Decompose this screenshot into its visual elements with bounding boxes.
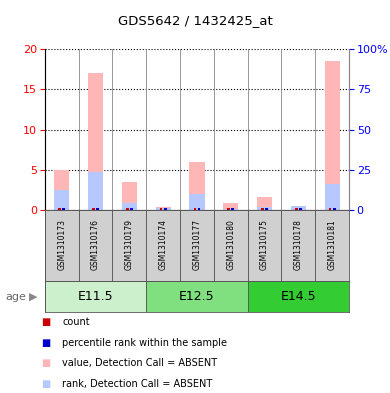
Text: ■: ■ (41, 317, 50, 327)
Text: GSM1310179: GSM1310179 (125, 219, 134, 270)
Bar (146, 210, 180, 281)
Text: GSM1310177: GSM1310177 (192, 219, 202, 270)
Bar (180, 210, 214, 281)
Text: E11.5: E11.5 (78, 290, 113, 303)
Bar (58, 208, 61, 210)
Bar (248, 210, 282, 281)
Bar (198, 208, 200, 210)
Text: ▶: ▶ (29, 292, 38, 302)
Text: ■: ■ (41, 358, 50, 368)
Bar (146, 281, 248, 312)
Bar (223, 203, 238, 210)
Text: GSM1310176: GSM1310176 (91, 219, 100, 270)
Bar (227, 208, 230, 210)
Text: E12.5: E12.5 (179, 290, 215, 303)
Text: GSM1310178: GSM1310178 (294, 219, 303, 270)
Text: value, Detection Call = ABSENT: value, Detection Call = ABSENT (62, 358, 218, 368)
Bar (282, 210, 315, 281)
Bar (96, 208, 99, 210)
Bar (315, 210, 349, 281)
Bar (160, 208, 163, 210)
Text: ■: ■ (41, 338, 50, 348)
Text: age: age (6, 292, 27, 302)
Bar (257, 207, 272, 210)
Text: GDS5642 / 1432425_at: GDS5642 / 1432425_at (118, 14, 272, 27)
Text: GSM1310180: GSM1310180 (226, 219, 235, 270)
Bar (299, 208, 302, 210)
Bar (223, 209, 238, 210)
Bar (54, 170, 69, 210)
Text: E14.5: E14.5 (280, 290, 316, 303)
Bar (122, 203, 137, 210)
Text: ■: ■ (41, 378, 50, 389)
Text: GSM1310175: GSM1310175 (260, 219, 269, 270)
Bar (257, 197, 272, 210)
Bar (156, 207, 171, 210)
Bar (164, 208, 167, 210)
Bar (329, 208, 332, 210)
Text: percentile rank within the sample: percentile rank within the sample (62, 338, 227, 348)
Bar (45, 210, 79, 281)
Bar (189, 194, 204, 210)
Text: GSM1310181: GSM1310181 (328, 219, 337, 270)
Bar (261, 208, 264, 210)
Bar (88, 73, 103, 210)
Bar (295, 208, 298, 210)
Text: count: count (62, 317, 90, 327)
Bar (193, 208, 196, 210)
Bar (54, 190, 69, 210)
Bar (265, 208, 268, 210)
Bar (333, 208, 335, 210)
Bar (156, 208, 171, 210)
Text: GSM1310173: GSM1310173 (57, 219, 66, 270)
Bar (189, 162, 204, 210)
Bar (248, 281, 349, 312)
Text: GSM1310174: GSM1310174 (159, 219, 168, 270)
Bar (231, 208, 234, 210)
Bar (291, 206, 306, 210)
Bar (122, 182, 137, 210)
Bar (92, 208, 95, 210)
Bar (88, 172, 103, 210)
Bar (324, 61, 340, 210)
Bar (324, 184, 340, 210)
Bar (112, 210, 146, 281)
Bar (291, 206, 306, 210)
Bar (79, 210, 112, 281)
Bar (45, 281, 146, 312)
Text: rank, Detection Call = ABSENT: rank, Detection Call = ABSENT (62, 378, 213, 389)
Bar (62, 208, 65, 210)
Bar (130, 208, 133, 210)
Bar (214, 210, 248, 281)
Bar (126, 208, 129, 210)
